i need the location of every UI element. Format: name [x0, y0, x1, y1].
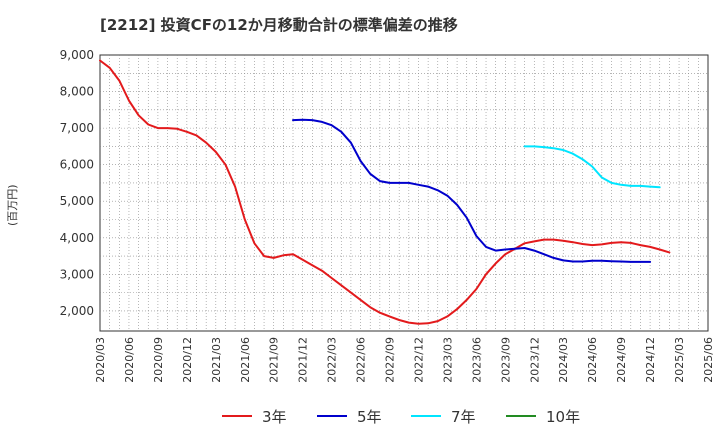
x-tick-label: 2021/09 [268, 337, 281, 383]
x-tick-label: 2024/12 [644, 337, 657, 383]
x-tick-label: 2024/09 [615, 337, 628, 383]
legend-label-5y: 5年 [357, 407, 382, 426]
series-line-2 [523, 145, 661, 189]
y-tick-label: 7,000 [60, 121, 94, 135]
series-line-0 [99, 59, 671, 325]
legend-swatch-3y [222, 415, 252, 417]
legend-item-5y[interactable]: 5年 [317, 404, 382, 428]
legend-label-7y: 7年 [451, 407, 476, 426]
x-tick-labels: 2020/03 2020/06 2020/09 2020/12 2021/03 2021/… [94, 337, 715, 383]
x-tick-label: 2022/03 [326, 337, 339, 383]
plot-area [99, 54, 709, 332]
x-tick-label: 2023/09 [499, 337, 512, 383]
legend-swatch-7y [411, 415, 441, 417]
x-tick-label: 2021/03 [210, 337, 223, 383]
y-tick-labels: 2,000 3,000 4,000 5,000 6,000 7,000 8,000 9,000 [60, 48, 94, 318]
x-tick-label: 2022/06 [355, 337, 368, 383]
legend-swatch-10y [506, 415, 536, 417]
y-tick-label: 3,000 [60, 267, 94, 281]
series-line-1 [292, 118, 652, 263]
x-tick-label: 2023/12 [528, 337, 541, 383]
x-tick-label: 2025/03 [673, 337, 686, 383]
y-tick-label: 6,000 [60, 158, 94, 172]
x-tick-label: 2020/03 [94, 337, 107, 383]
legend-item-7y[interactable]: 7年 [411, 404, 476, 428]
x-tick-label: 2023/06 [470, 337, 483, 383]
x-tick-label: 2020/09 [152, 337, 165, 383]
x-tick-label: 2021/06 [239, 337, 252, 383]
legend-label-3y: 3年 [262, 407, 287, 426]
x-tick-label: 2022/09 [384, 337, 397, 383]
x-tick-label: 2021/12 [297, 337, 310, 383]
x-tick-label: 2023/03 [441, 337, 454, 383]
x-tick-label: 2024/06 [586, 337, 599, 383]
chart-title: [2212] 投資CFの12か月移動合計の標準偏差の推移 [100, 16, 458, 34]
x-tick-label: 2024/03 [557, 337, 570, 383]
series-lines [99, 59, 671, 325]
y-tick-label: 2,000 [60, 304, 94, 318]
legend-swatch-5y [317, 415, 347, 417]
legend-item-3y[interactable]: 3年 [222, 404, 287, 428]
x-gridlines [109, 55, 699, 331]
chart-canvas: 2,000 3,000 4,000 5,000 6,000 7,000 8,000 9,000… [60, 48, 715, 383]
x-tick-label: 2025/06 [702, 337, 715, 383]
legend-item-10y[interactable]: 10年 [506, 404, 580, 428]
y-tick-label: 9,000 [60, 48, 94, 62]
legend: 3年 5年 7年 10年 [0, 404, 720, 428]
x-tick-label: 2020/12 [181, 337, 194, 383]
y-tick-label: 4,000 [60, 231, 94, 245]
y-tick-label: 5,000 [60, 194, 94, 208]
x-tick-label: 2020/06 [123, 337, 136, 383]
x-tick-label: 2022/12 [412, 337, 425, 383]
legend-label-10y: 10年 [546, 407, 581, 426]
y-tick-label: 8,000 [60, 85, 94, 99]
